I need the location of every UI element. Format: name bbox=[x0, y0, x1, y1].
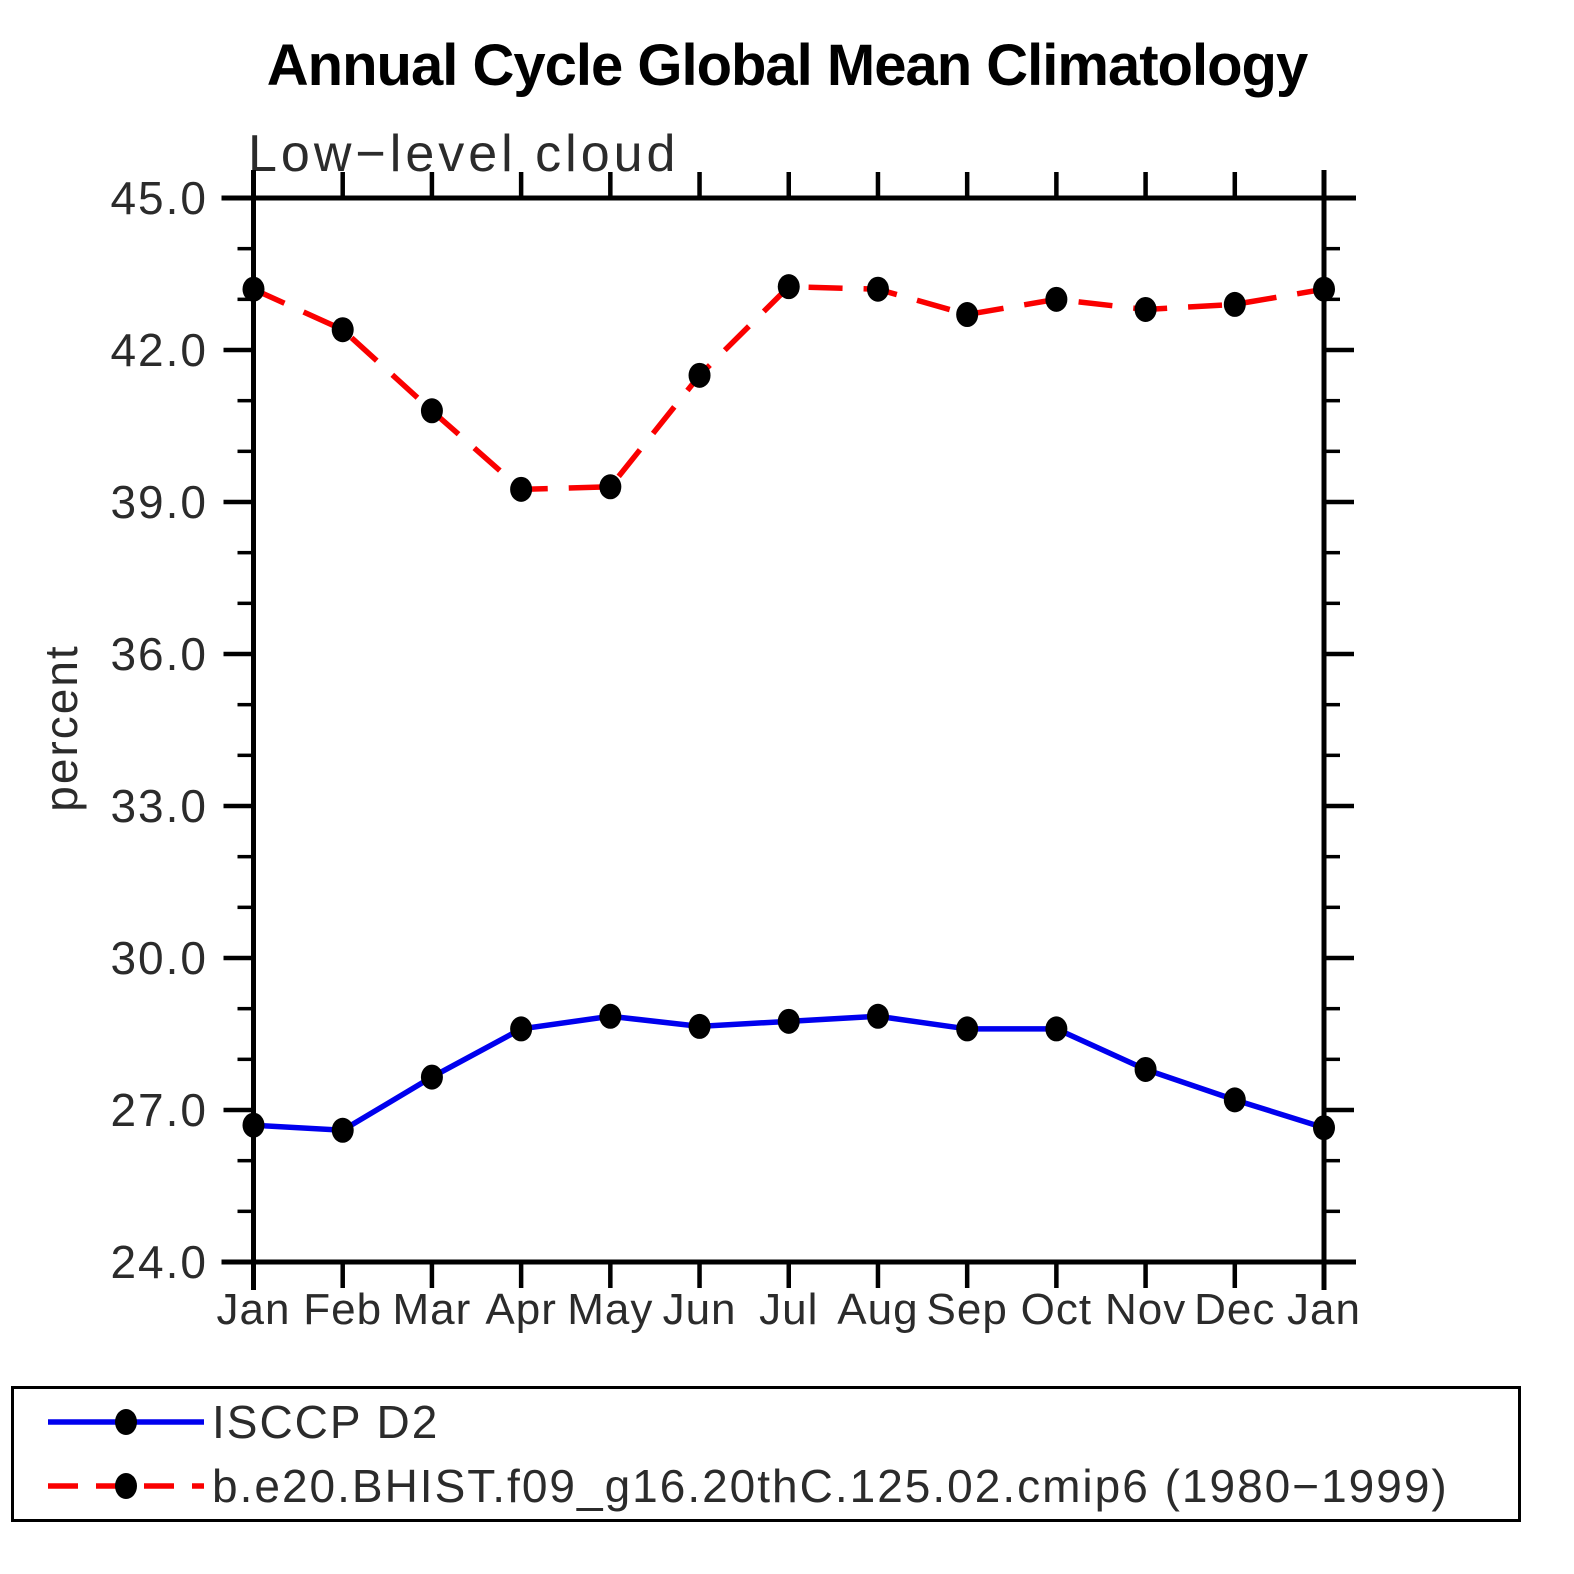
x-tick-label: Jul bbox=[759, 1285, 818, 1334]
series-marker-1 bbox=[1045, 286, 1068, 312]
x-tick-label: Feb bbox=[303, 1285, 382, 1334]
legend-label: b.e20.BHIST.f09_g16.20thC.125.02.cmip6 (… bbox=[212, 1460, 1449, 1512]
y-tick-label: 27.0 bbox=[110, 1084, 208, 1136]
series-marker-0 bbox=[688, 1013, 711, 1039]
series-marker-1 bbox=[1223, 291, 1246, 317]
x-tick-label: May bbox=[567, 1285, 653, 1334]
y-tick-label: 39.0 bbox=[110, 476, 208, 528]
series-marker-0 bbox=[956, 1016, 979, 1042]
series-marker-0 bbox=[420, 1064, 443, 1090]
legend-marker-icon bbox=[115, 1473, 137, 1499]
series-marker-0 bbox=[510, 1016, 533, 1042]
series-marker-0 bbox=[242, 1112, 265, 1138]
x-tick-label: Jan bbox=[1287, 1285, 1361, 1334]
series-marker-1 bbox=[1134, 296, 1157, 322]
x-tick-label: Jun bbox=[663, 1285, 737, 1334]
series-marker-1 bbox=[599, 474, 622, 500]
x-tick-label: Sep bbox=[927, 1285, 1008, 1334]
legend-item-model: b.e20.BHIST.f09_g16.20thC.125.02.cmip6 (… bbox=[44, 1458, 1518, 1514]
x-tick-label: Dec bbox=[1194, 1285, 1275, 1334]
x-tick-label: Nov bbox=[1105, 1285, 1186, 1334]
x-tick-label: Jan bbox=[217, 1285, 291, 1334]
series-marker-1 bbox=[242, 276, 265, 302]
chart-title: Annual Cycle Global Mean Climatology bbox=[266, 33, 1308, 98]
y-tick-label: 45.0 bbox=[110, 172, 208, 224]
legend-line-sample-dashed bbox=[48, 1473, 204, 1499]
series-marker-0 bbox=[331, 1117, 354, 1143]
series-marker-1 bbox=[510, 476, 533, 502]
y-tick-label: 24.0 bbox=[110, 1236, 208, 1288]
x-tick-label: Aug bbox=[837, 1285, 918, 1334]
chart-subtitle: Low−level cloud bbox=[248, 125, 680, 183]
series-marker-0 bbox=[1134, 1056, 1157, 1082]
y-tick-label: 42.0 bbox=[110, 324, 208, 376]
series-marker-0 bbox=[777, 1008, 800, 1034]
x-tick-label: Oct bbox=[1021, 1285, 1092, 1334]
y-tick-label: 30.0 bbox=[110, 932, 208, 984]
legend-box: ISCCP D2 b.e20.BHIST.f09_g16.20thC.125.0… bbox=[11, 1386, 1521, 1522]
series-marker-0 bbox=[599, 1003, 622, 1029]
series-marker-1 bbox=[777, 274, 800, 300]
legend-marker-icon bbox=[115, 1409, 137, 1435]
series-marker-1 bbox=[688, 362, 711, 388]
legend-line-sample-solid bbox=[48, 1409, 204, 1435]
y-tick-label: 33.0 bbox=[110, 780, 208, 832]
series-marker-1 bbox=[956, 302, 979, 328]
legend-item-isccp: ISCCP D2 bbox=[44, 1394, 1518, 1450]
series-marker-0 bbox=[1313, 1115, 1335, 1141]
series-marker-0 bbox=[1045, 1016, 1068, 1042]
series-marker-1 bbox=[331, 317, 354, 343]
series-marker-0 bbox=[1223, 1087, 1246, 1113]
series-marker-1 bbox=[1313, 276, 1335, 302]
series-marker-0 bbox=[866, 1003, 889, 1029]
x-tick-label: Apr bbox=[485, 1285, 556, 1334]
series-line-1 bbox=[252, 283, 1325, 493]
series-marker-1 bbox=[866, 276, 889, 302]
x-tick-label: Mar bbox=[393, 1285, 472, 1334]
legend-label: ISCCP D2 bbox=[212, 1396, 440, 1448]
y-tick-label: 36.0 bbox=[110, 628, 208, 680]
series-marker-1 bbox=[420, 398, 443, 424]
